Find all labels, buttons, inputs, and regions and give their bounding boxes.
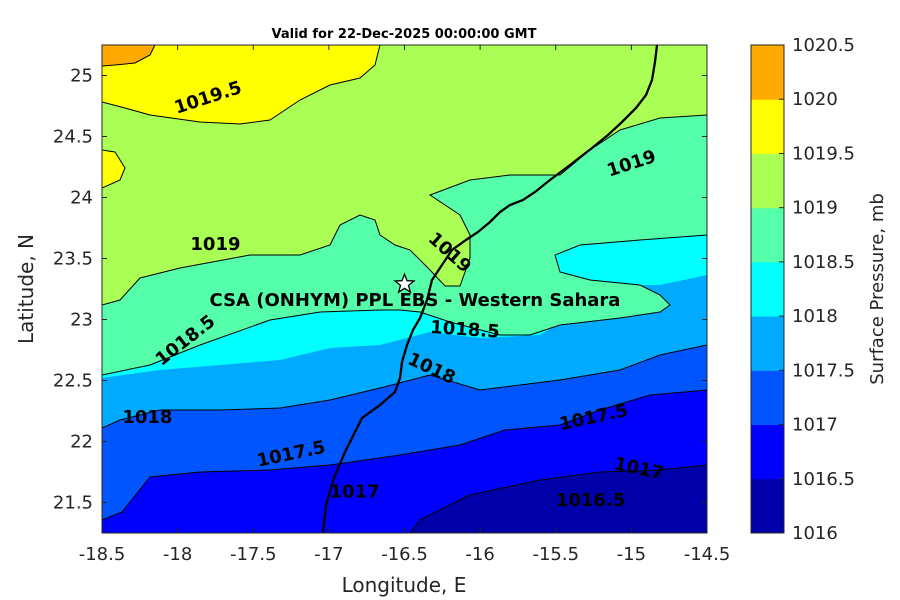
x-tick-label: -15.5 [532, 544, 579, 565]
colorbar-segment [751, 45, 784, 100]
x-tick-label: -15 [617, 544, 646, 565]
colorbar-tick-label: 1020.5 [792, 35, 855, 56]
station: CSA (ONHYM) PPL EBS - Western Sahara [210, 272, 621, 311]
x-tick-label: -16 [465, 544, 494, 565]
colorbar-tick-label: 1017 [792, 415, 838, 436]
contour-label: 1018.5 [430, 317, 501, 343]
colorbar-tick-label: 1018.5 [792, 252, 855, 273]
colorbar-segment [751, 478, 784, 534]
x-tick-label: -18.5 [79, 544, 126, 565]
y-tick-label: 22.5 [53, 371, 93, 392]
y-axis-label: Latitude, N [14, 234, 38, 344]
y-tick-label: 22 [70, 432, 93, 453]
x-tick-label: -14.5 [684, 544, 731, 565]
contour-fill [102, 45, 707, 533]
y-tick-label: 25 [70, 66, 93, 87]
colorbar-frame [750, 44, 785, 534]
colorbar-tick-label: 1019.5 [792, 143, 855, 164]
x-tick-label: -16.5 [381, 544, 428, 565]
colorbar-tick-label: 1018 [792, 306, 838, 327]
contour-lines [102, 45, 707, 533]
x-axis-label: Longitude, E [342, 573, 467, 597]
x-tick-label: -17.5 [230, 544, 277, 565]
x-axis-ticks: -18.5 -18 -17.5 -17 -16.5 -16 -15.5 -15 -14.5 [79, 45, 731, 565]
colorbar-tick-label: 1019 [792, 198, 838, 219]
contour-label: 1017 [330, 482, 380, 503]
y-tick-label: 23.5 [53, 249, 93, 270]
colorbar-tick-label: 1016.5 [792, 469, 855, 490]
contour-label: 1019 [190, 234, 240, 255]
contour-label-text: 1017 [330, 482, 380, 503]
contour-label: 1016.5 [556, 490, 625, 511]
contour-label-text: 1018.5 [430, 317, 501, 343]
colorbar-tick-label: 1016 [792, 523, 838, 544]
map-title: Valid for 22-Dec-2025 00:00:00 GMT [272, 27, 537, 42]
colorbar-label: Surface Pressure, mb [867, 193, 888, 385]
contour-label: 1018 [122, 407, 172, 428]
colorbar-segment [751, 261, 784, 317]
colorbar-segment [751, 424, 784, 480]
colorbar-segment [751, 99, 784, 154]
y-axis-ticks: 21.5 22 22.5 23 23.5 24 24.5 25 [53, 66, 707, 514]
colorbar-segment [751, 370, 784, 426]
y-tick-label: 24 [70, 188, 93, 209]
y-tick-label: 21.5 [53, 493, 93, 514]
contour-label-text: 1018 [122, 407, 172, 428]
x-tick-label: -17 [314, 544, 343, 565]
y-tick-label: 23 [70, 310, 93, 331]
colorbar-tick-label: 1017.5 [792, 360, 855, 381]
coastline [321, 45, 659, 533]
star-icon [393, 272, 416, 294]
colorbar-tick-label: 1020 [792, 89, 838, 110]
colorbar-segment [751, 316, 784, 371]
contour-label-text: 1019 [190, 234, 240, 255]
contour-label-text: 1016.5 [556, 490, 625, 511]
colorbar-segment [751, 207, 784, 263]
y-tick-label: 24.5 [53, 127, 93, 148]
x-tick-label: -18 [163, 544, 192, 565]
colorbar-segment [751, 153, 784, 209]
station-label: CSA (ONHYM) PPL EBS - Western Sahara [210, 290, 621, 311]
colorbar: 1016 1016.5 1017 1017.5 1018 1018.5 1019 1019.5… [750, 35, 855, 544]
